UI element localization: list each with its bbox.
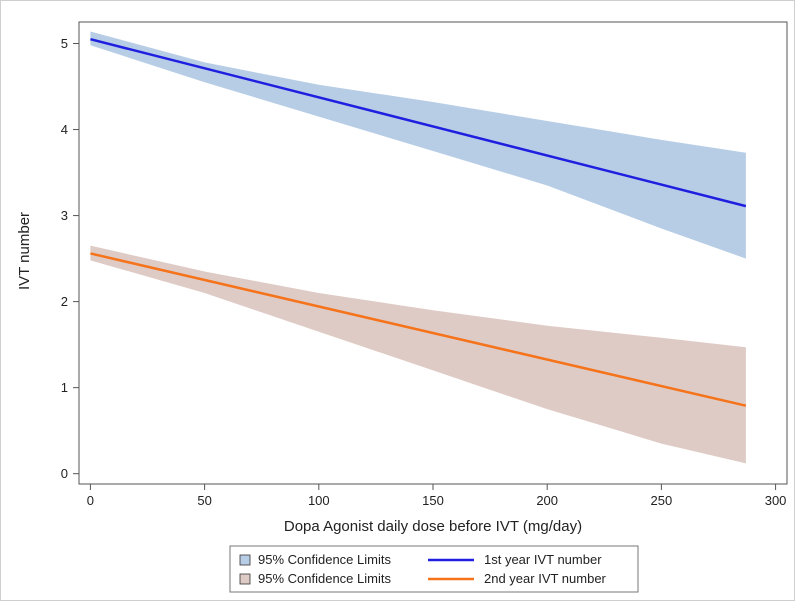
series-lines — [90, 37, 747, 407]
legend-band-label-1: 95% Confidence Limits — [258, 552, 391, 567]
x-axis-label: Dopa Agonist daily dose before IVT (mg/d… — [284, 518, 582, 535]
x-tick-label: 200 — [536, 493, 558, 508]
series-line-2 — [90, 252, 747, 407]
legend-band-swatch-2 — [239, 573, 251, 585]
y-tick-label: 0 — [61, 466, 68, 481]
confidence-bands — [90, 31, 746, 464]
y-tick-label: 4 — [61, 122, 68, 137]
series-line-1 — [90, 37, 747, 208]
legend-box — [229, 545, 639, 593]
x-axis: 0 50 100 150 200 250 300 — [87, 484, 787, 508]
legend-band-swatch-1 — [239, 554, 251, 566]
confidence-band-2 — [90, 245, 746, 464]
x-tick-label: 250 — [651, 493, 673, 508]
y-tick-label: 5 — [61, 36, 68, 51]
x-tick-label: 100 — [308, 493, 330, 508]
confidence-band-1 — [90, 31, 746, 259]
x-tick-label: 50 — [197, 493, 211, 508]
y-tick-label: 2 — [61, 294, 68, 309]
y-axis-label: IVT number — [16, 212, 33, 290]
y-tick-label: 3 — [61, 208, 68, 223]
x-tick-label: 300 — [765, 493, 787, 508]
legend-line-label-2: 2nd year IVT number — [484, 571, 607, 586]
x-tick-label: 150 — [422, 493, 444, 508]
y-tick-label: 1 — [61, 380, 68, 395]
legend-line-label-1: 1st year IVT number — [484, 552, 602, 567]
x-tick-label: 0 — [87, 493, 94, 508]
legend-band-label-2: 95% Confidence Limits — [258, 571, 391, 586]
legend: 95% Confidence Limits 1st year IVT number… — [229, 545, 639, 593]
y-axis: 0 1 2 3 4 5 — [61, 36, 79, 481]
